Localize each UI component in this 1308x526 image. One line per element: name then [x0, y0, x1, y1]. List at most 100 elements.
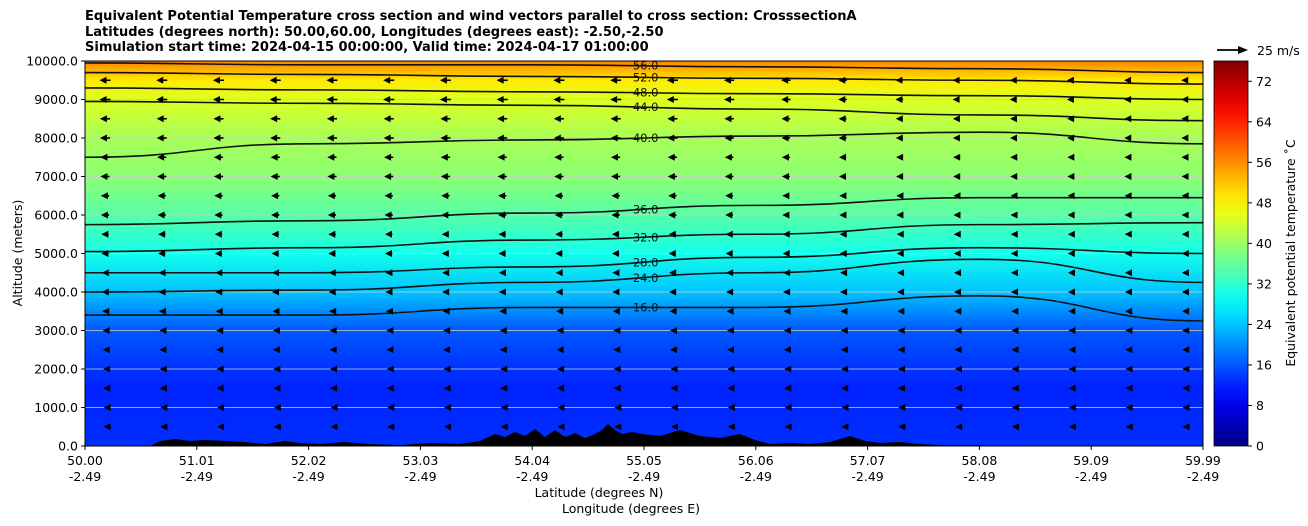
- wind-arrow: [329, 307, 337, 315]
- wind-arrow: [1124, 76, 1132, 84]
- wind-key-arrowhead-icon: [1238, 46, 1248, 54]
- wind-arrow: [385, 230, 393, 238]
- wind-arrow: [841, 384, 849, 392]
- wind-arrow: [102, 327, 110, 334]
- wind-arrow: [440, 153, 451, 161]
- y-tick-label: 5000.0: [34, 246, 78, 261]
- wind-arrow: [610, 96, 622, 103]
- wind-arrow: [441, 211, 450, 219]
- wind-arrow: [1011, 365, 1019, 373]
- wind-arrow: [954, 346, 962, 354]
- wind-arrow: [1181, 153, 1189, 161]
- x-tick-label-lat: 54.04: [514, 453, 550, 468]
- wind-arrow: [667, 134, 678, 142]
- wind-arrow: [1182, 384, 1190, 392]
- wind-arrow: [1012, 404, 1020, 411]
- wind-arrow: [498, 250, 506, 257]
- wind-arrow: [1125, 327, 1133, 334]
- wind-arrow: [270, 173, 280, 180]
- wind-arrow: [783, 269, 791, 277]
- wind-arrow: [1067, 269, 1075, 277]
- wind-arrow: [952, 76, 960, 84]
- wind-arrow: [726, 346, 734, 354]
- colorbar-tick-label: 72: [1256, 74, 1272, 89]
- wind-arrow: [727, 384, 735, 392]
- wind-arrow: [898, 404, 906, 411]
- wind-arrow: [214, 250, 223, 257]
- wind-arrow: [384, 153, 394, 161]
- wind-arrow: [611, 173, 621, 180]
- wind-arrow: [952, 96, 960, 103]
- wind-arrow: [1124, 173, 1132, 180]
- wind-arrow: [670, 404, 678, 411]
- x-tick-label-lon: -2.49: [404, 469, 436, 484]
- x-tick-label-lat: 55.05: [626, 453, 662, 468]
- wind-arrow: [326, 134, 338, 142]
- wind-arrow: [157, 173, 167, 180]
- contour-label: 44.0: [633, 100, 659, 114]
- wind-arrow: [271, 250, 279, 257]
- wind-arrow: [1010, 134, 1018, 142]
- wind-arrow: [727, 423, 735, 431]
- wind-arrow: [613, 327, 621, 334]
- wind-arrow: [330, 384, 338, 392]
- wind-arrow: [384, 173, 394, 180]
- wind-arrow: [839, 211, 847, 219]
- wind-arrow: [385, 269, 393, 277]
- wind-arrow: [555, 230, 563, 238]
- x-tick-label-lon: -2.49: [69, 469, 101, 484]
- wind-arrow: [724, 153, 734, 161]
- wind-arrow: [782, 192, 790, 200]
- wind-arrow: [838, 76, 847, 84]
- wind-arrow: [668, 230, 677, 238]
- wind-arrow: [1181, 76, 1189, 84]
- wind-arrow: [1011, 307, 1019, 315]
- wind-arrow: [1181, 192, 1189, 200]
- wind-arrow: [497, 153, 507, 161]
- wind-arrow: [1124, 269, 1132, 277]
- wind-arrow: [782, 250, 790, 257]
- y-tick-label: 6000.0: [34, 208, 78, 223]
- wind-arrow: [326, 96, 338, 103]
- x-tick-label-lat: 57.07: [850, 453, 886, 468]
- wind-arrow: [1125, 346, 1133, 354]
- wind-arrow: [439, 76, 451, 84]
- wind-arrow: [500, 384, 508, 392]
- wind-arrow: [440, 173, 451, 180]
- wind-arrow: [500, 404, 508, 411]
- wind-arrow: [1181, 269, 1189, 277]
- wind-arrow: [157, 211, 166, 219]
- wind-arrow: [99, 134, 111, 142]
- wind-arrow: [1068, 307, 1076, 315]
- wind-arrow: [213, 115, 224, 123]
- wind-arrow: [1067, 153, 1075, 161]
- wind-arrow: [158, 288, 166, 296]
- wind-arrow: [158, 250, 166, 257]
- wind-arrow: [1010, 211, 1018, 219]
- wind-arrow: [666, 96, 678, 103]
- x-tick-label-lon: -2.49: [1075, 469, 1107, 484]
- colorbar-tick-label: 16: [1256, 357, 1272, 372]
- wind-arrow: [896, 153, 904, 161]
- wind-arrow: [272, 327, 280, 334]
- wind-arrow: [839, 173, 847, 180]
- wind-arrow: [953, 173, 961, 180]
- wind-arrow: [441, 230, 450, 238]
- wind-arrow: [554, 173, 564, 180]
- wind-arrow: [1068, 404, 1076, 411]
- y-tick-label: 1000.0: [34, 400, 78, 415]
- wind-arrow: [1010, 173, 1018, 180]
- colorbar-tick-label: 48: [1256, 195, 1272, 210]
- colorbar-tick-label: 56: [1256, 155, 1272, 170]
- plot-area: 16.0 24.028.0 32.0 36.0 40.0 44.048.0 52.056.0: [85, 61, 1203, 446]
- wind-arrow: [955, 404, 963, 411]
- wind-arrow: [1181, 250, 1189, 257]
- wind-arrow: [99, 76, 111, 84]
- title-line-1: Equivalent Potential Temperature cross s…: [85, 9, 857, 24]
- x-tick-label-lat: 56.06: [738, 453, 774, 468]
- contour-24.0: [85, 258, 1203, 293]
- wind-arrow: [330, 365, 338, 373]
- wind-arrow: [439, 96, 451, 103]
- wind-arrow: [667, 153, 677, 161]
- contour-48.0: [85, 87, 1203, 101]
